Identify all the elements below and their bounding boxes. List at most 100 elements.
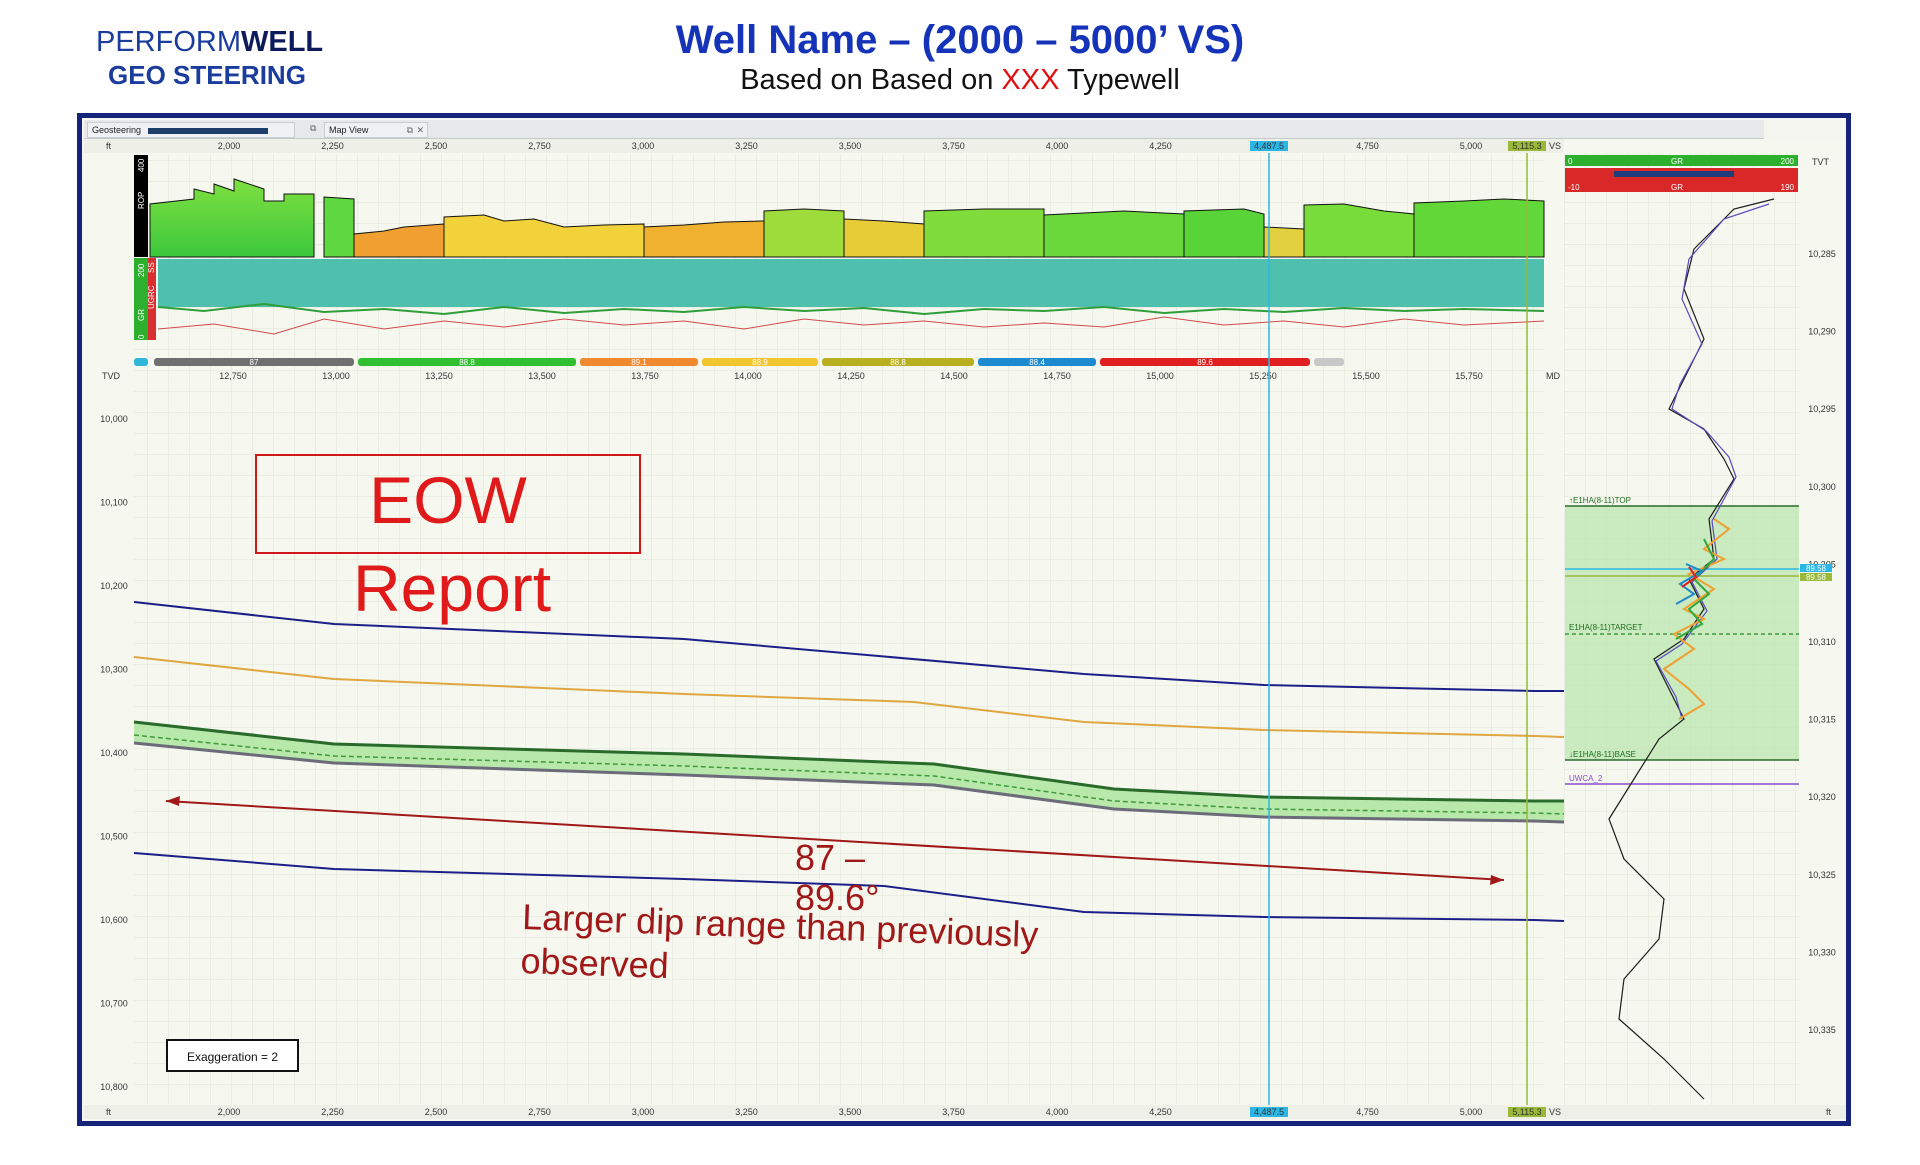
dip-range-label: 87 – 89.6° [795, 838, 879, 918]
md-axis-suffix: MD [1546, 371, 1560, 381]
company-logo-line2: GEO STEERING [108, 60, 306, 90]
zone-base-label: ↓E1HA(8-11)BASE [1569, 750, 1636, 759]
dip-segment-3: 89.1 [631, 358, 647, 367]
ugrc-curve [157, 316, 1545, 335]
bottom-axis-tick: 2,250 [321, 1107, 344, 1117]
md-axis-tick: 14,250 [837, 371, 865, 381]
top-axis-tick: 3,250 [735, 141, 758, 151]
tvt-axis-tick: 10,335 [1808, 1025, 1836, 1035]
horizon-upper-blue[interactable] [133, 601, 1564, 692]
dip-segment-bar[interactable]: 87 88.8 89.1 88.9 88.8 88.4 89.6 [134, 358, 1344, 367]
top-axis-tick: 2,000 [218, 141, 241, 151]
horizon-lower-blue[interactable] [133, 852, 1564, 922]
vs-marker-olive[interactable] [1508, 141, 1546, 151]
md-axis-tick: 13,250 [425, 371, 453, 381]
eow-title: EOW [369, 463, 527, 537]
tvt-axis-tick: 10,325 [1808, 870, 1836, 880]
bottom-axis-tick: 4,000 [1046, 1107, 1069, 1117]
popout-icon[interactable]: ⧉ [310, 123, 317, 133]
tvt-axis-title: TVT [1812, 157, 1830, 167]
tvt-axis-tick: 10,320 [1808, 792, 1836, 802]
bottom-axis-tick: 3,500 [839, 1107, 862, 1117]
tvd-axis-tick: 10,600 [100, 915, 128, 925]
tab-geosteering[interactable]: Geosteering [87, 122, 295, 138]
geosteering-cross-section[interactable]: 2,000 2,250 2,500 2,750 3,000 3,250 3,500 3,750… [84, 139, 1564, 1119]
dip-segment-2: 88.8 [459, 358, 475, 367]
typewell-scroll[interactable] [1614, 171, 1734, 177]
ss-track-label: SS [147, 262, 156, 273]
typewell-panel[interactable]: 0 GR 200 -10 GR 190 TVT 10,285 10,290 10,2… [1564, 139, 1846, 1119]
gr-track-zero: 0 [137, 334, 146, 339]
top-axis-tick: 2,500 [425, 141, 448, 151]
rop-curve [149, 178, 1545, 258]
typewell-gr2-label: GR [1671, 183, 1683, 192]
rop-track-label: ROP [137, 192, 146, 209]
gr-track-range: 200 [137, 263, 146, 277]
bottom-axis-tick: 2,500 [425, 1107, 448, 1117]
uwca-label: UWCA_2 [1569, 774, 1603, 783]
typewell-target-zone [1565, 506, 1799, 760]
tvt-axis-tick: 10,315 [1808, 715, 1836, 725]
dip-segment-6: 88.4 [1029, 358, 1045, 367]
top-axis-suffix: VS [1549, 141, 1561, 151]
typewell-gr-curve-blue [1655, 203, 1770, 720]
zone-top-line[interactable] [133, 720, 1564, 803]
tab-geosteering-label: Geosteering [92, 125, 142, 135]
dip-range-arrow [165, 800, 1505, 881]
top-axis-tick: 3,000 [632, 141, 655, 151]
horizon-orange[interactable] [133, 656, 1564, 738]
vs-marker-cyan-label: 4,487.5 [1254, 141, 1284, 151]
tvd-axis-tick: 10,000 [100, 414, 128, 424]
bottom-axis-tick: 5,000 [1460, 1107, 1483, 1117]
bottom-axis-tick: 3,000 [632, 1107, 655, 1117]
md-axis-tick: 15,250 [1249, 371, 1277, 381]
md-axis-tick: 15,000 [1146, 371, 1174, 381]
vs-marker-olive-label: 5,115.3 [1512, 141, 1541, 151]
tvd-axis-tick: 10,100 [100, 498, 128, 508]
tvt-axis-tick: 10,290 [1808, 327, 1836, 337]
top-axis-tick: 2,750 [528, 141, 551, 151]
typewell-gr2-right: 190 [1781, 183, 1795, 192]
vs-marker-cyan[interactable] [1250, 141, 1288, 151]
zone-target-line[interactable] [133, 734, 1564, 815]
top-axis-tick: 4,250 [1149, 141, 1172, 151]
bottom-axis-unit: ft [106, 1107, 112, 1117]
tvt-axis-tick: 10,300 [1808, 482, 1836, 492]
md-axis-tick: 14,500 [940, 371, 968, 381]
md-axis-tick: 12,750 [219, 371, 247, 381]
dip-segment-4: 88.9 [752, 358, 768, 367]
md-axis-tick: 15,500 [1352, 371, 1380, 381]
tab-map-view[interactable]: Map View ⧉ ✕ [324, 122, 428, 138]
top-axis-tick: 3,750 [942, 141, 965, 151]
typewell-gr-label: GR [1671, 157, 1683, 166]
tab-map-view-label: Map View [329, 125, 369, 135]
popout-icon[interactable]: ⧉ [406, 125, 413, 135]
bottom-axis-tick: 3,250 [735, 1107, 758, 1117]
bottom-axis-tick: 4,750 [1356, 1107, 1379, 1117]
close-icon[interactable]: ✕ [416, 125, 424, 135]
company-logo-line1: PERFORMWELL [96, 26, 324, 58]
dip-segment-7: 89.6 [1197, 358, 1213, 367]
eow-report-title: Report [353, 551, 552, 625]
gr-curve [157, 302, 1545, 316]
top-axis-tick: 5,000 [1460, 141, 1483, 151]
typewell-gr-right: 200 [1781, 157, 1795, 166]
typewell-pos2: 89.58 [1806, 573, 1827, 582]
arrow-head-left [166, 796, 180, 806]
bottom-axis-tick: 2,750 [528, 1107, 551, 1117]
tvt-axis-tick: 10,310 [1808, 637, 1836, 647]
dip-note: Larger dip range than previously observe… [520, 895, 1039, 1001]
tvd-axis-title: TVD [102, 371, 121, 381]
dip-range-line2: 89.6° [795, 877, 880, 918]
md-axis-tick: 13,500 [528, 371, 556, 381]
tvd-axis-tick: 10,800 [100, 1082, 128, 1092]
tvt-axis-tick: 10,295 [1808, 404, 1836, 414]
page-subtitle: Based on Based on XXX Typewell [740, 64, 1180, 96]
bottom-axis-tick: 2,000 [218, 1107, 241, 1117]
tvt-axis-tick: 10,330 [1808, 947, 1836, 957]
zone-base-line[interactable] [133, 741, 1564, 824]
exaggeration-label: Exaggeration = 2 [166, 1039, 299, 1072]
top-axis-tick: 2,250 [321, 141, 344, 151]
tvd-axis-tick: 10,400 [100, 748, 128, 758]
tvd-axis-tick: 10,700 [100, 999, 128, 1009]
